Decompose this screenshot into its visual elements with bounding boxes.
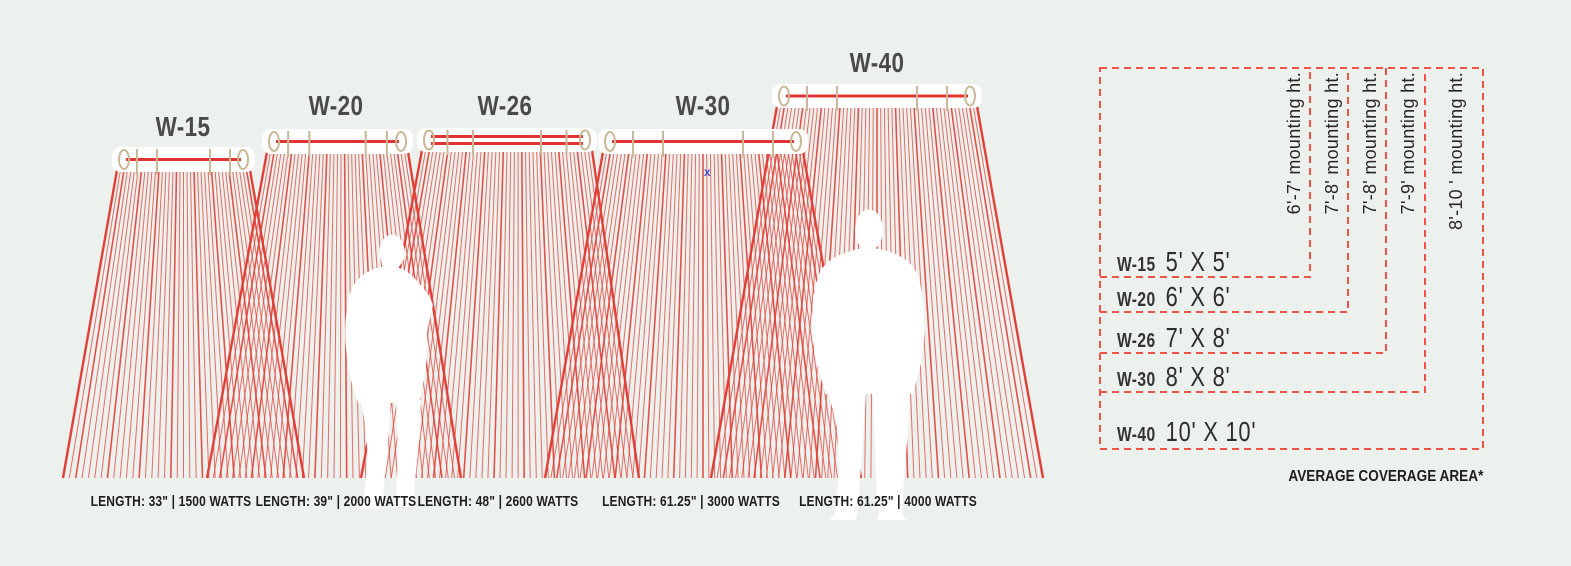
table-coverage-value: 10' X 10' [1165,416,1257,447]
heater-units [112,84,982,175]
table-coverage-value: 5' X 5' [1165,246,1231,277]
spec-label-w-40: LENGTH: 61.25" | 4000 WATTS [799,493,977,510]
mounting-height-label-w-26: 7'-8' mounting ht. [1360,72,1380,215]
coverage-fans [61,105,1045,479]
heater-w-20 [262,129,413,157]
mounting-height-label-w-15: 6'-7' mounting ht. [1284,72,1304,215]
table-model-name: W-20 [1117,289,1156,311]
table-coverage-value: 6' X 6' [1165,281,1231,312]
heater-w-26 [417,128,597,155]
table-row-w-30: W-30 8' X 8' [1117,361,1230,393]
spec-label-w-30: LENGTH: 61.25" | 3000 WATTS [602,493,780,510]
model-header-w-26: W-26 [477,90,533,121]
spec-label-w-15: LENGTH: 33" | 1500 WATTS [90,493,252,510]
mounting-height-label-w-30: 7'-9' mounting ht. [1398,72,1418,215]
coverage-footnote: AVERAGE COVERAGE AREA* [1288,468,1483,485]
person-silhouette-small [345,234,433,509]
coverage-table-boxes [1099,67,1484,450]
person-silhouette-large [812,209,925,520]
spec-label-w-26: LENGTH: 48" | 2600 WATTS [417,493,579,510]
table-model-name: W-15 [1117,254,1156,276]
heater-w-30 [598,129,808,157]
heater-w-15 [112,147,255,175]
table-coverage-value: 8' X 8' [1165,361,1231,392]
table-row-w-15: W-15 5' X 5' [1117,246,1230,278]
table-row-w-26: W-26 7' X 8' [1117,322,1230,354]
heater-w-40 [772,84,982,111]
spec-label-w-20: LENGTH: 39" | 2000 WATTS [255,493,417,510]
cursor-x-marker: x [704,165,711,179]
silhouettes [345,209,925,520]
table-model-name: W-30 [1117,369,1156,391]
table-model-name: W-26 [1117,330,1156,352]
mounting-height-label-w-20: 7'-8' mounting ht. [1322,72,1342,215]
fan-w-15 [61,169,306,479]
model-header-w-15: W-15 [155,111,211,142]
mounting-height-label-w-40: 8'-10 ' mounting ht. [1446,72,1466,230]
table-row-w-40: W-40 10' X 10' [1117,416,1256,448]
table-model-name: W-40 [1117,424,1156,446]
model-header-w-40: W-40 [849,47,905,78]
table-coverage-value: 7' X 8' [1165,322,1231,353]
model-header-w-30: W-30 [675,90,731,121]
table-row-w-20: W-20 6' X 6' [1117,281,1230,313]
model-header-w-20: W-20 [308,90,364,121]
